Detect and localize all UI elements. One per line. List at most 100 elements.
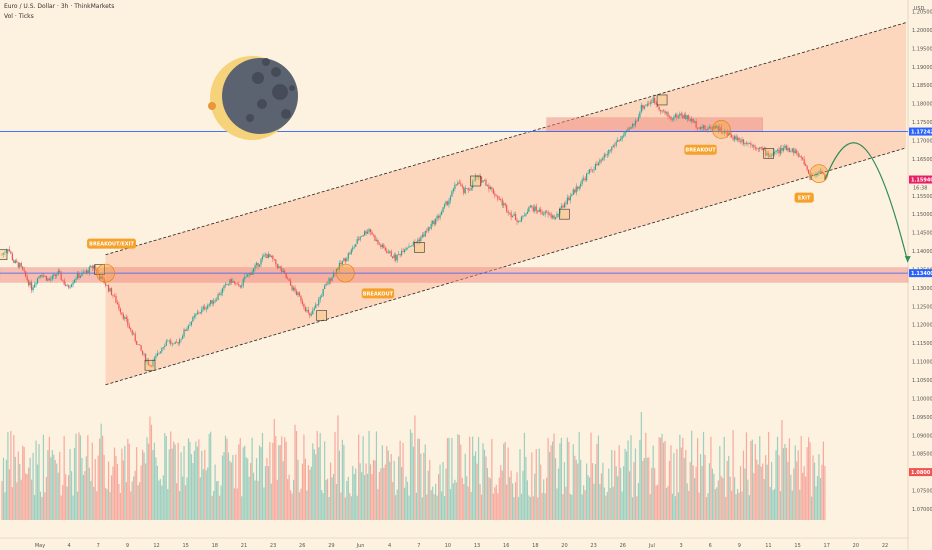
volume-bar <box>284 437 286 520</box>
candle-body <box>167 340 169 342</box>
volume-bar <box>199 477 201 520</box>
candle-body <box>514 214 517 220</box>
volume-bar <box>230 462 232 520</box>
x-tick-label: 12 <box>153 543 159 549</box>
candle-body <box>119 308 121 313</box>
candle-body <box>127 319 129 326</box>
candle-body <box>815 174 817 176</box>
candle-body <box>633 123 635 126</box>
candle-body <box>813 175 816 176</box>
candle-body <box>340 262 342 265</box>
moon-crater-3 <box>257 99 267 109</box>
candle-body <box>744 143 746 144</box>
volume-bar <box>186 477 188 520</box>
candle-body <box>575 186 577 193</box>
volume-bar <box>519 449 521 520</box>
volume-bar <box>91 442 93 520</box>
candle-body <box>220 292 222 295</box>
volume-bar <box>201 450 203 520</box>
candle-body <box>722 132 724 134</box>
candle-body <box>258 264 261 267</box>
candle-body <box>642 105 644 109</box>
candle-body <box>211 300 213 304</box>
volume-bar <box>463 484 465 520</box>
candle-body <box>463 186 465 194</box>
candle-body <box>430 223 432 229</box>
volume-bar <box>822 441 824 520</box>
candle-body <box>498 199 500 200</box>
pivot-box-0 <box>0 249 8 261</box>
volume-bar <box>167 489 169 520</box>
y-tick-label: 1.17500 <box>912 120 932 126</box>
volume-bar <box>118 483 120 520</box>
volume-bar <box>547 438 549 520</box>
volume-bar <box>625 451 628 520</box>
volume-indicator-label[interactable]: Vol · Ticks <box>4 13 34 20</box>
volume-bar <box>29 457 31 520</box>
volume-bar <box>266 458 268 520</box>
volume-bar <box>482 443 484 520</box>
candle-body <box>45 275 47 281</box>
volume-bar <box>417 438 419 520</box>
volume-bar <box>541 493 543 520</box>
volume-bar <box>177 442 179 520</box>
candle-body <box>362 235 364 237</box>
candle-body <box>403 249 406 253</box>
volume-bar <box>4 492 6 520</box>
symbol-title[interactable]: Euro / U.S. Dollar · 3h · ThinkMarkets <box>4 3 115 10</box>
volume-bar <box>578 432 580 520</box>
volume-bar <box>483 449 486 520</box>
candle-body <box>276 264 278 268</box>
candle-body <box>532 207 534 212</box>
candle-body <box>583 178 585 180</box>
volume-bar <box>415 492 417 520</box>
volume-bar <box>451 437 453 520</box>
volume-bar <box>82 474 84 520</box>
candle-body <box>791 148 793 152</box>
candle-body <box>446 201 449 205</box>
x-tick-label: 23 <box>270 543 276 549</box>
candle-body <box>396 254 398 261</box>
volume-bar <box>223 452 225 520</box>
volume-bar <box>476 463 478 520</box>
candle-body <box>546 211 548 213</box>
candle-body <box>793 148 795 154</box>
volume-bar <box>307 465 309 520</box>
candle-body <box>395 254 397 261</box>
volume-bar <box>796 461 798 520</box>
candle-body <box>427 227 429 231</box>
volume-bar <box>593 483 595 520</box>
candle-body <box>60 272 62 280</box>
candle-body <box>65 284 67 287</box>
volume-bar <box>260 447 262 520</box>
candle-body <box>602 157 604 161</box>
candle-body <box>809 173 811 180</box>
candle-body <box>350 249 352 255</box>
candle-body <box>301 300 304 304</box>
volume-bar <box>759 436 761 520</box>
volume-bar <box>130 491 132 520</box>
volume-bar <box>633 462 635 520</box>
volume-bar <box>516 472 518 520</box>
y-tick-label: 1.17000 <box>912 138 932 144</box>
volume-bar <box>377 489 379 520</box>
volume-bar <box>70 471 73 520</box>
candle-body <box>559 207 561 214</box>
volume-bar <box>640 411 642 520</box>
volume-bar <box>535 449 537 520</box>
volume-bar <box>512 483 514 520</box>
candle-body <box>371 232 373 235</box>
candle-body <box>229 279 231 285</box>
volume-bar <box>543 479 545 520</box>
volume-bar <box>288 474 290 520</box>
y-tick-label: 1.09000 <box>912 433 932 439</box>
volume-bar <box>406 481 409 520</box>
breakout-circle-0 <box>96 263 115 283</box>
candle-body <box>664 111 666 114</box>
volume-bar <box>620 467 622 520</box>
candle-body <box>643 105 645 109</box>
volume-bar <box>321 490 323 520</box>
volume-bar <box>600 473 602 520</box>
volume-bar <box>221 455 224 520</box>
